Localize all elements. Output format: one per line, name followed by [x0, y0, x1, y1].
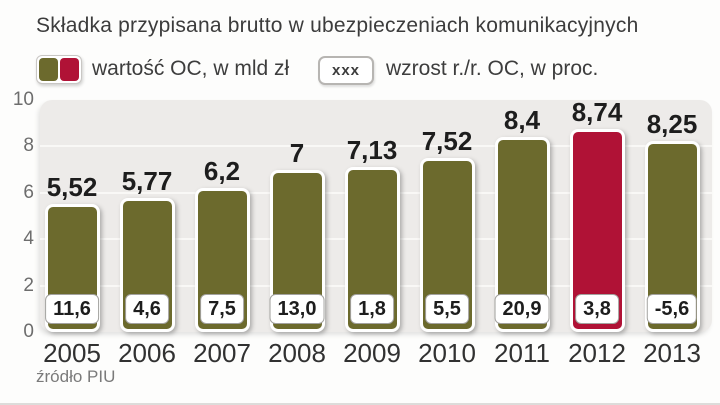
x-axis-label-2008: 2008	[268, 338, 326, 368]
growth-badge-2005: 11,6	[45, 294, 99, 324]
bar-value-label-2006: 5,77	[121, 166, 173, 197]
legend-swatch-red	[60, 58, 79, 81]
bar-value-label-2010: 7,52	[421, 125, 473, 156]
bar-2005: 11,6	[44, 203, 100, 332]
bar-value-label-2009: 7,13	[346, 134, 398, 165]
legend-color-swatch	[36, 55, 82, 84]
legend-growth-label: wzrost r./r. OC, w proc.	[386, 57, 599, 80]
growth-badge-2013: -5,6	[646, 294, 698, 324]
bar-value-label-2005: 5,52	[46, 171, 98, 202]
y-axis-label-2: 2	[23, 274, 34, 296]
x-axis-label-2009: 2009	[343, 338, 401, 368]
bar-value-label-2012: 8,74	[571, 97, 623, 128]
y-axis-label-10: 10	[12, 89, 34, 110]
bar-value-label-2013: 8,25	[646, 108, 698, 139]
y-axis-label-4: 4	[23, 228, 34, 250]
legend-swatch-olive	[39, 58, 58, 81]
chart-title: Składka przypisana brutto w ubezpieczeni…	[36, 14, 639, 37]
bar-value-label-2008: 7	[289, 137, 305, 168]
growth-badge-2012: 3,8	[575, 294, 619, 324]
growth-badge-2010: 5,5	[425, 294, 469, 324]
x-axis-label-2006: 2006	[118, 338, 176, 368]
y-axis-label-0: 0	[23, 321, 34, 342]
x-axis-label-2005: 2005	[43, 338, 101, 368]
bar-2013: -5,6	[644, 140, 700, 332]
page-bottom-border	[0, 403, 720, 405]
y-axis-label-6: 6	[23, 181, 34, 203]
gridline-8	[40, 145, 712, 148]
bar-2006: 4,6	[119, 198, 175, 332]
bar-value-label-2007: 6,2	[203, 156, 241, 187]
legend-value-label: wartość OC, w mld zł	[92, 57, 290, 80]
x-axis-label-2013: 2013	[643, 338, 701, 368]
bar-2009: 1,8	[344, 166, 400, 332]
x-axis-label-2007: 2007	[193, 338, 251, 368]
plot-area: 11,6 5,52 4,6 5,77 7,5 6,2 13,0 7 1,8 7,13 5,5 7,52…	[40, 97, 712, 332]
legend-growth-box: xxx	[318, 56, 374, 85]
bar-2011: 20,9	[494, 137, 550, 332]
growth-badge-2008: 13,0	[269, 294, 325, 324]
x-axis-label-2011: 2011	[494, 338, 550, 368]
growth-badge-2011: 20,9	[494, 294, 550, 324]
bar-2008: 13,0	[269, 169, 325, 332]
x-axis-label-2012: 2012	[568, 338, 626, 368]
x-axis-label-2010: 2010	[418, 338, 476, 368]
bar-value-label-2011: 8,4	[503, 105, 541, 136]
y-axis-label-8: 8	[23, 135, 34, 157]
growth-badge-2007: 7,5	[200, 294, 244, 324]
growth-badge-2009: 1,8	[350, 294, 394, 324]
source-note: źródło PIU	[36, 367, 116, 386]
bar-2010: 5,5	[419, 157, 475, 332]
bar-2012: 3,8	[569, 129, 625, 332]
legend: wartość OC, w mld zł xxx wzrost r./r. OC…	[36, 54, 696, 86]
growth-badge-2006: 4,6	[125, 294, 169, 324]
bar-2007: 7,5	[194, 188, 250, 332]
